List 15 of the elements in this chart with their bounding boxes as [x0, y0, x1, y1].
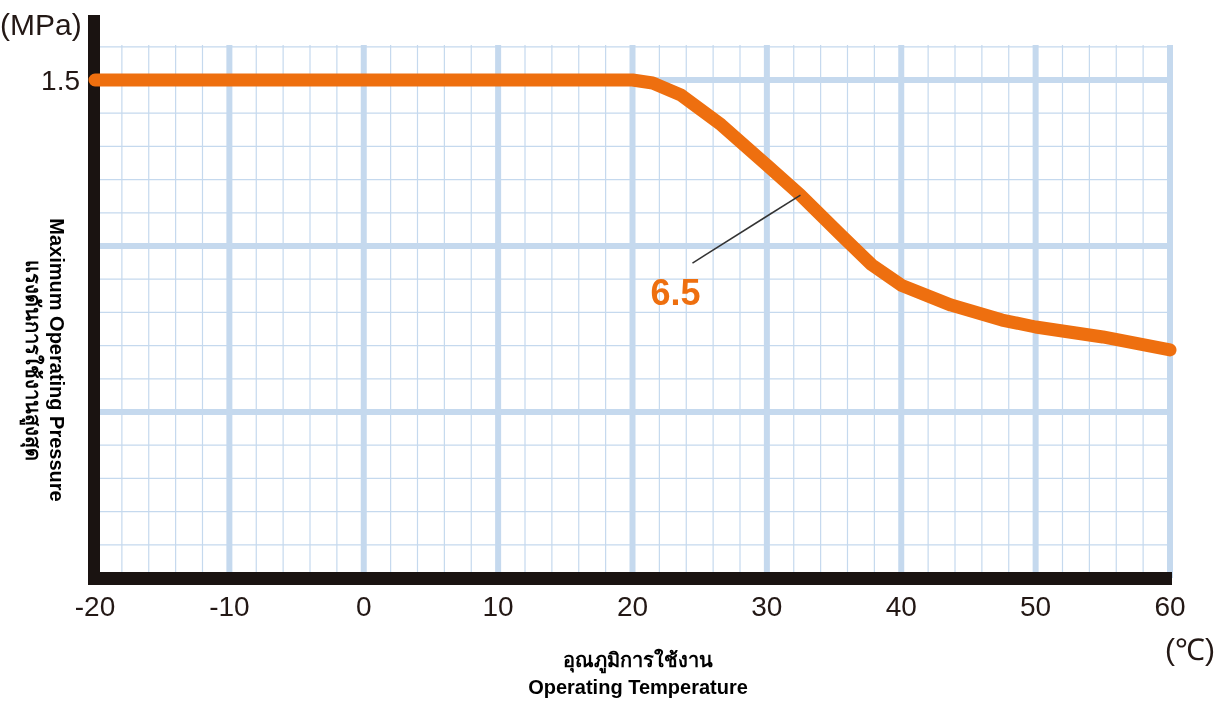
x-tick-label: 20: [616, 591, 649, 622]
x-tick-label: -20: [74, 591, 116, 622]
annotation: 6.5: [650, 272, 701, 314]
x-tick-label: 0: [355, 591, 372, 622]
x-tick-label: 40: [885, 591, 917, 622]
x-tick-label: 60: [1154, 591, 1186, 622]
x-tick-label: 10: [482, 591, 514, 622]
text: (MPa): [0, 8, 82, 41]
x-tick-label: 30: [751, 591, 783, 622]
x-axis-title: อุณภูมิการใช้งาน Operating Temperature: [528, 648, 748, 698]
x-tick-label: 50: [1020, 591, 1052, 622]
text: 1.5: [41, 65, 80, 96]
x-tick-label: -10: [209, 591, 250, 622]
text: (℃): [1165, 633, 1215, 666]
y-axis-title: แรงดันการใช้งานสูงสุด Maximum Operating Pressure: [19, 218, 68, 502]
